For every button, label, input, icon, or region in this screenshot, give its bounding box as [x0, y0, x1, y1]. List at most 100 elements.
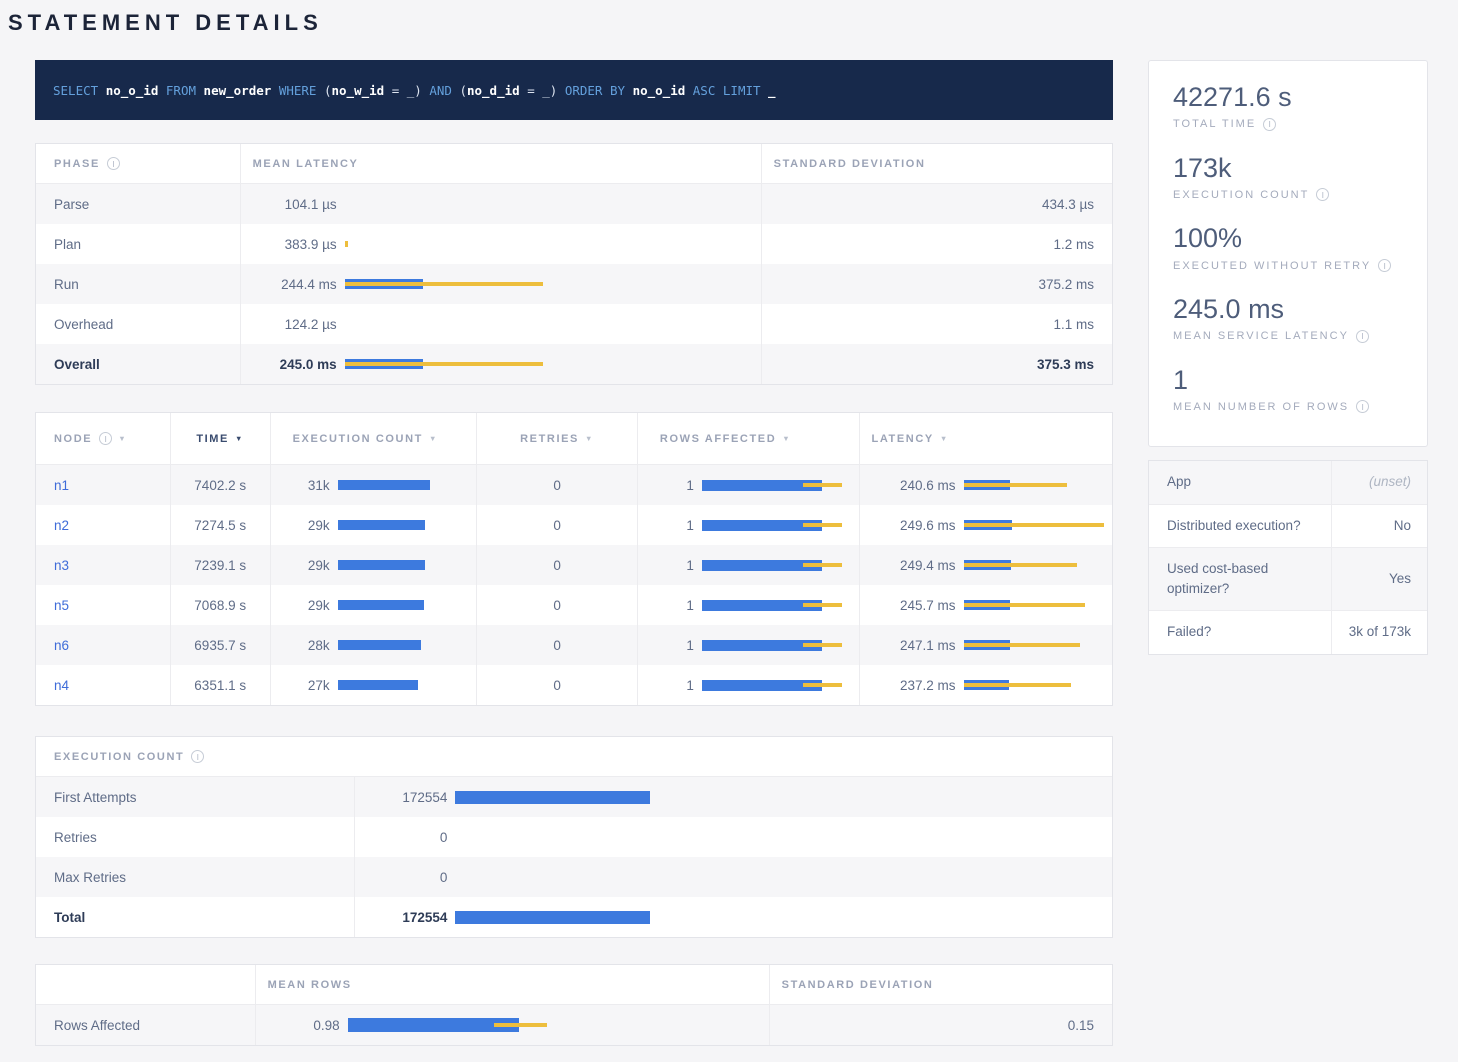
- exec-count-bar: [337, 545, 465, 585]
- table-row: Parse 104.1 µs 434.3 µs: [36, 184, 1112, 224]
- latency-bar: [963, 505, 1104, 545]
- node-rows-affected: 1: [686, 637, 694, 653]
- stat-mean-number-of-rows: 1 Mean Number of Rows i: [1173, 364, 1403, 414]
- table-row: Overhead 124.2 µs 1.1 ms: [36, 304, 1112, 344]
- info-icon[interactable]: i: [191, 750, 205, 763]
- stat-value: 100%: [1173, 223, 1243, 254]
- node-latency: 245.7 ms: [899, 597, 956, 613]
- time-column-header[interactable]: Time ▼: [171, 413, 271, 464]
- exec-row-label: Retries: [36, 817, 356, 857]
- sql-token: FROM: [165, 82, 204, 98]
- sql-token: LIMIT: [722, 82, 769, 98]
- latency-bar: [963, 585, 1101, 625]
- table-row-total: Total 172554: [36, 897, 1112, 937]
- std-dev-value: 1.2 ms: [1053, 236, 1095, 252]
- rows-affected-bar: [701, 665, 847, 705]
- node-row: n4 6351.1 s 27k 0 1 237.2 ms: [36, 665, 1112, 705]
- stat-value: 1: [1173, 364, 1189, 395]
- info-icon[interactable]: i: [1263, 117, 1277, 131]
- node-exec-count: 29k: [307, 517, 330, 533]
- table-row: Rows Affected 0.98 0.15: [36, 1005, 1112, 1045]
- mean-rows-bar: [347, 1005, 757, 1045]
- exec-count-bar: [337, 625, 465, 665]
- attribute-row-optimizer: Used cost-based optimizer? Yes: [1149, 546, 1427, 611]
- node-exec-count: 29k: [307, 557, 330, 573]
- attribute-label: App: [1149, 461, 1332, 504]
- sql-token: ORDER BY: [564, 82, 633, 98]
- retries-column-header[interactable]: Retries ▼: [477, 413, 638, 464]
- table-row: Retries 0: [36, 817, 1112, 857]
- stat-label: Mean Service Latency: [1173, 330, 1349, 343]
- info-icon[interactable]: i: [106, 157, 120, 170]
- latency-column-header[interactable]: Latency ▼: [871, 432, 949, 445]
- node-row: n6 6935.7 s 28k 0 1 247.1 ms: [36, 625, 1112, 665]
- exec-count-column-header[interactable]: Execution Count ▼: [271, 413, 478, 464]
- mean-latency-value: 124.2 µs: [284, 316, 337, 332]
- execution-count-table: Execution Count i First Attempts 172554 R…: [35, 736, 1113, 938]
- std-dev-header: Standard Deviation: [781, 978, 934, 991]
- node-rows-affected: 1: [686, 597, 694, 613]
- node-row: n2 7274.5 s 29k 0 1 249.6 ms: [36, 505, 1112, 545]
- info-icon[interactable]: i: [1316, 188, 1330, 202]
- node-column-header[interactable]: Node i ▼: [36, 413, 171, 464]
- stat-value: 245.0 ms: [1173, 294, 1285, 325]
- info-icon[interactable]: i: [1378, 259, 1392, 273]
- table-row-overall: Overall 245.0 ms 375.3 ms: [36, 344, 1112, 384]
- rows-affected-bar: [701, 585, 847, 625]
- node-time: 6935.7 s: [171, 625, 271, 665]
- attribute-row-app: App (unset): [1149, 461, 1427, 504]
- sql-token: no_w_id: [331, 82, 385, 98]
- node-exec-count: 27k: [307, 677, 330, 693]
- node-link[interactable]: n1: [54, 477, 70, 493]
- node-rows-affected: 1: [686, 557, 694, 573]
- info-icon[interactable]: i: [1356, 400, 1370, 414]
- sort-arrow-icon: ▼: [939, 434, 949, 443]
- node-time: 6351.1 s: [171, 665, 271, 705]
- phase-header: Phase i: [36, 144, 241, 183]
- exec-row-value: 172554: [402, 789, 448, 805]
- stat-value: 42271.6 s: [1173, 82, 1292, 112]
- sort-arrow-icon: ▼: [782, 434, 792, 443]
- rows-affected-column-header[interactable]: Rows Affected ▼: [638, 413, 860, 464]
- exec-count-bar: [337, 505, 465, 545]
- sql-token: = _): [519, 82, 565, 98]
- exec-count-bar: [337, 585, 465, 625]
- node-link[interactable]: n5: [54, 597, 70, 613]
- table-row: Max Retries 0: [36, 857, 1112, 897]
- node-link[interactable]: n4: [54, 677, 70, 693]
- rows-affected-bar: [701, 625, 847, 665]
- node-time: 7239.1 s: [171, 545, 271, 585]
- attribute-row-failed: Failed? 3k of 173k: [1149, 610, 1427, 654]
- exec-row-value: 172554: [402, 909, 448, 925]
- info-icon[interactable]: i: [99, 432, 113, 445]
- latency-bar: [345, 304, 749, 344]
- sql-token: WHERE: [278, 82, 324, 98]
- exec-count-bar: [337, 465, 465, 505]
- attribute-value: (unset): [1368, 474, 1411, 490]
- sql-token: AND: [429, 82, 460, 98]
- attribute-row-distributed: Distributed execution? No: [1149, 503, 1427, 547]
- std-dev-value: 375.2 ms: [1038, 276, 1095, 292]
- sql-token: no_o_id: [105, 82, 166, 98]
- stat-label: Executed without Retry: [1173, 259, 1372, 272]
- node-time: 7274.5 s: [171, 505, 271, 545]
- node-link[interactable]: n6: [54, 637, 70, 653]
- sql-token: new_order: [203, 82, 279, 98]
- sql-token: = _): [384, 82, 430, 98]
- std-dev-value: 375.3 ms: [1036, 356, 1095, 372]
- sql-token: (: [323, 82, 332, 98]
- phase-label: Plan: [36, 224, 241, 264]
- node-link[interactable]: n3: [54, 557, 70, 573]
- node-exec-count: 28k: [307, 637, 330, 653]
- count-bar: [455, 777, 1100, 817]
- sort-arrow-icon: ▼: [428, 434, 438, 443]
- latency-bar: [344, 264, 749, 304]
- node-retries: 0: [477, 505, 638, 545]
- info-icon[interactable]: i: [1355, 329, 1369, 343]
- count-bar: [455, 817, 1100, 857]
- node-link[interactable]: n2: [54, 517, 70, 533]
- node-latency: 240.6 ms: [899, 477, 956, 493]
- exec-row-value: 0: [439, 869, 448, 885]
- exec-count-bar: [337, 665, 465, 705]
